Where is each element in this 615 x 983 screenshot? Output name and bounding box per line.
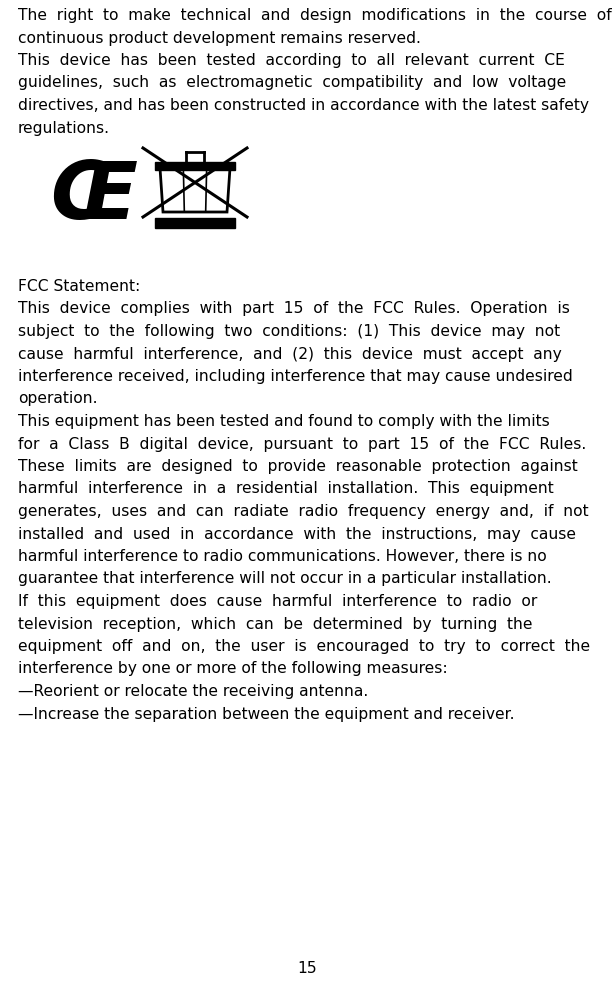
Text: This equipment has been tested and found to comply with the limits: This equipment has been tested and found…: [18, 414, 550, 429]
Text: C: C: [50, 158, 109, 236]
Text: E: E: [82, 158, 137, 236]
Text: guidelines,  such  as  electromagnetic  compatibility  and  low  voltage: guidelines, such as electromagnetic comp…: [18, 76, 566, 90]
Text: for  a  Class  B  digital  device,  pursuant  to  part  15  of  the  FCC  Rules.: for a Class B digital device, pursuant t…: [18, 436, 586, 451]
Text: continuous product development remains reserved.: continuous product development remains r…: [18, 30, 421, 45]
Polygon shape: [155, 162, 235, 170]
Text: regulations.: regulations.: [18, 121, 110, 136]
Polygon shape: [155, 218, 235, 228]
Text: —Reorient or relocate the receiving antenna.: —Reorient or relocate the receiving ante…: [18, 684, 368, 699]
Text: guarantee that interference will not occur in a particular installation.: guarantee that interference will not occ…: [18, 571, 552, 587]
Text: FCC Statement:: FCC Statement:: [18, 279, 140, 294]
Text: 15: 15: [298, 961, 317, 976]
Text: harmful interference to radio communications. However, there is no: harmful interference to radio communicat…: [18, 549, 547, 564]
Text: interference received, including interference that may cause undesired: interference received, including interfe…: [18, 369, 573, 384]
Text: directives, and has been constructed in accordance with the latest safety: directives, and has been constructed in …: [18, 98, 589, 113]
Text: harmful  interference  in  a  residential  installation.  This  equipment: harmful interference in a residential in…: [18, 482, 554, 496]
Text: —Increase the separation between the equipment and receiver.: —Increase the separation between the equ…: [18, 707, 515, 722]
Text: If  this  equipment  does  cause  harmful  interference  to  radio  or: If this equipment does cause harmful int…: [18, 594, 538, 609]
Text: subject  to  the  following  two  conditions:  (1)  This  device  may  not: subject to the following two conditions:…: [18, 324, 560, 339]
Text: installed  and  used  in  accordance  with  the  instructions,  may  cause: installed and used in accordance with th…: [18, 527, 576, 542]
Text: operation.: operation.: [18, 391, 98, 407]
Text: This  device  complies  with  part  15  of  the  FCC  Rules.  Operation  is: This device complies with part 15 of the…: [18, 302, 570, 317]
Text: This  device  has  been  tested  according  to  all  relevant  current  CE: This device has been tested according to…: [18, 53, 565, 68]
Text: interference by one or more of the following measures:: interference by one or more of the follo…: [18, 662, 448, 676]
Text: equipment  off  and  on,  the  user  is  encouraged  to  try  to  correct  the: equipment off and on, the user is encour…: [18, 639, 590, 654]
Text: These  limits  are  designed  to  provide  reasonable  protection  against: These limits are designed to provide rea…: [18, 459, 577, 474]
Text: television  reception,  which  can  be  determined  by  turning  the: television reception, which can be deter…: [18, 616, 533, 631]
Text: generates,  uses  and  can  radiate  radio  frequency  energy  and,  if  not: generates, uses and can radiate radio fr…: [18, 504, 589, 519]
Text: The  right  to  make  technical  and  design  modifications  in  the  course  of: The right to make technical and design m…: [18, 8, 612, 23]
Text: cause  harmful  interference,  and  (2)  this  device  must  accept  any: cause harmful interference, and (2) this…: [18, 346, 561, 362]
